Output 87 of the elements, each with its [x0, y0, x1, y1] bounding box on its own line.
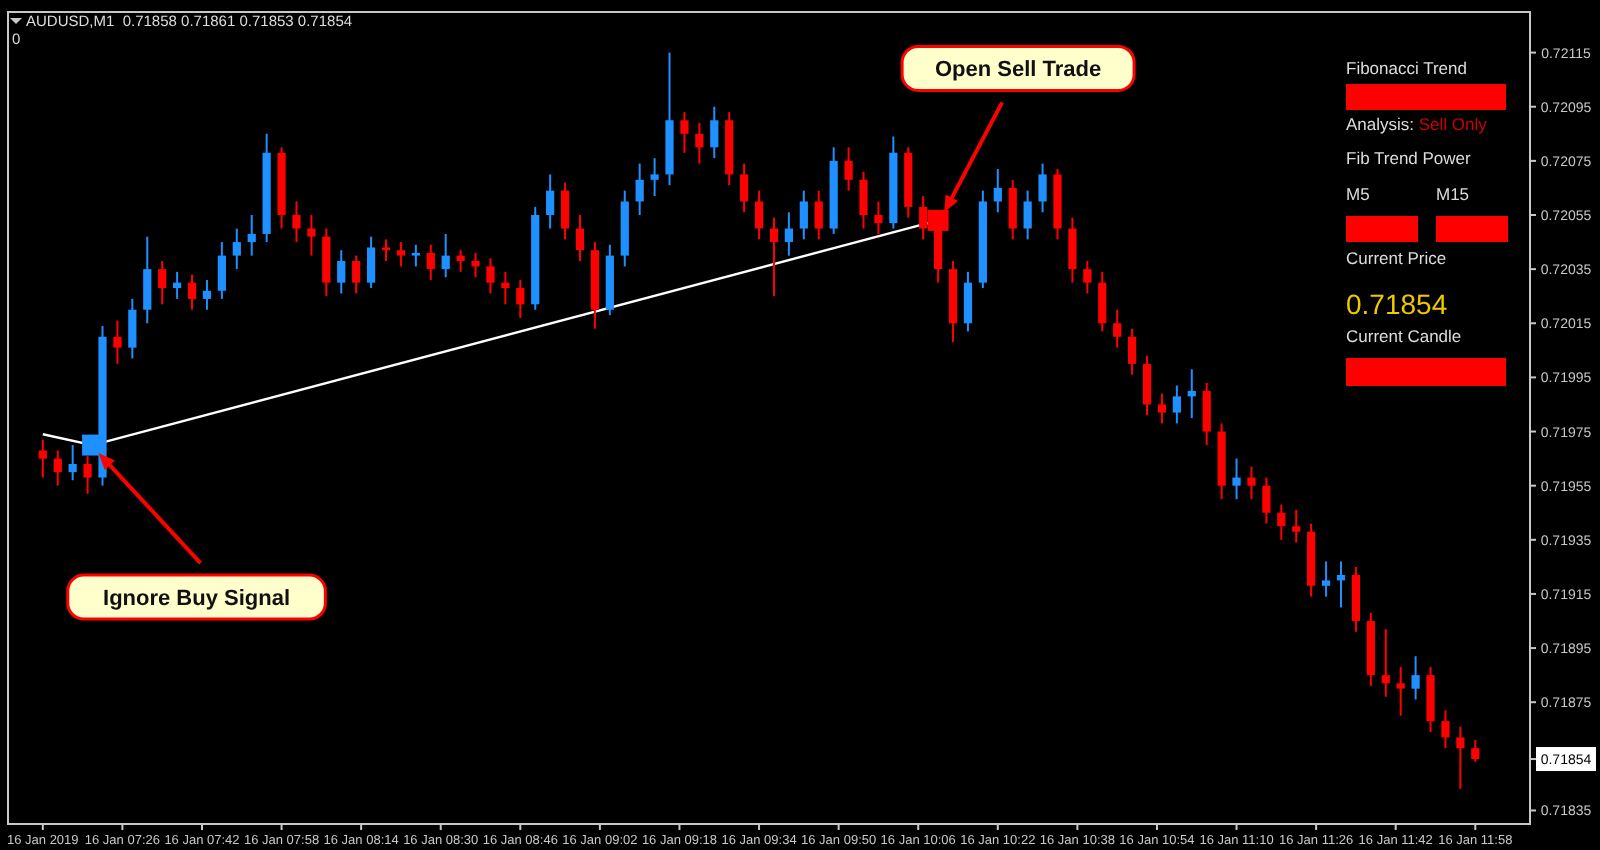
annotation: M15	[1436, 184, 1470, 204]
candlestick	[784, 211, 793, 257]
candlestick	[799, 189, 808, 241]
annotation: Open Sell Trade	[934, 58, 1102, 83]
candlestick	[381, 238, 391, 263]
candlestick	[441, 232, 450, 279]
candlestick	[173, 270, 182, 300]
candlestick	[1336, 560, 1346, 609]
candlestick	[740, 162, 749, 214]
annotation: Current Candle	[1346, 326, 1462, 346]
candlestick	[322, 227, 331, 298]
candlestick	[993, 167, 1002, 214]
candlestick	[486, 257, 495, 295]
candlestick	[1292, 509, 1301, 544]
candlestick	[814, 189, 823, 241]
candlestick	[426, 243, 435, 281]
candlestick	[1098, 270, 1107, 333]
candlestick	[1232, 457, 1241, 501]
candlestick	[1023, 189, 1032, 241]
candlestick	[352, 254, 361, 295]
candlestick	[471, 251, 480, 279]
candlestick	[635, 162, 644, 216]
candlestick	[113, 319, 122, 365]
candlestick	[1262, 476, 1271, 525]
candlestick	[68, 444, 77, 482]
candlestick	[874, 200, 883, 235]
candlestick	[1426, 666, 1435, 733]
candlestick	[1008, 178, 1017, 241]
candlestick	[202, 278, 212, 311]
candlestick	[1396, 666, 1405, 717]
candlestick	[1172, 384, 1181, 425]
annotation: Fib Trend Power	[1346, 148, 1472, 168]
candlestick	[754, 189, 764, 241]
candlestick	[128, 297, 137, 360]
candlestick	[1381, 628, 1390, 698]
candlestick	[1471, 739, 1480, 763]
candlestick	[1068, 216, 1077, 284]
candlestick	[247, 214, 256, 257]
candlestick	[456, 249, 465, 273]
annotation: 0.71854	[1346, 288, 1448, 320]
candlestick	[337, 249, 346, 295]
candlestick	[560, 181, 570, 241]
candlestick	[1411, 655, 1420, 701]
candlestick	[158, 260, 167, 306]
candlestick	[1277, 503, 1286, 541]
candlestick	[53, 449, 62, 487]
candlestick	[963, 270, 973, 333]
candlestick	[366, 235, 376, 290]
candlestick	[516, 278, 525, 319]
candlestick	[1038, 162, 1047, 214]
candlestick	[143, 235, 152, 325]
annotation: Fibonacci Trend	[1346, 58, 1468, 78]
annotation: Ignore Buy Signal	[103, 587, 291, 612]
annotation: M5	[1346, 184, 1371, 204]
candlestick	[38, 438, 47, 479]
candlestick	[1441, 709, 1450, 750]
candlestick	[859, 170, 868, 230]
candlestick	[232, 227, 241, 271]
candlestick	[769, 216, 779, 298]
annotation: Current Price	[1346, 248, 1447, 268]
candlestick	[575, 214, 585, 263]
candlestick	[1247, 465, 1256, 501]
candlestick	[292, 200, 301, 244]
candlestick	[411, 243, 420, 268]
candlestick	[217, 241, 226, 300]
candlestick	[501, 270, 510, 306]
candlestick	[396, 241, 406, 268]
candlestick	[1202, 381, 1211, 447]
candlestick	[844, 146, 853, 192]
candlestick	[307, 214, 316, 257]
candlestick	[546, 173, 555, 230]
annotation: Analysis: Sell Only	[1346, 114, 1489, 134]
candlestick	[1321, 560, 1331, 598]
candlestick	[1187, 368, 1196, 419]
candlestick	[1127, 327, 1137, 376]
candlestick	[680, 111, 689, 154]
candlestick	[710, 105, 719, 160]
candlestick	[1083, 260, 1092, 295]
candlestick	[1157, 392, 1167, 425]
candlestick	[1456, 725, 1465, 790]
candlestick	[187, 273, 197, 311]
candlestick	[83, 454, 92, 495]
candlestick	[1113, 308, 1122, 349]
candlestick	[1351, 565, 1361, 633]
candlestick	[1142, 354, 1152, 417]
candlestick	[650, 157, 659, 198]
candlestick	[695, 121, 704, 165]
